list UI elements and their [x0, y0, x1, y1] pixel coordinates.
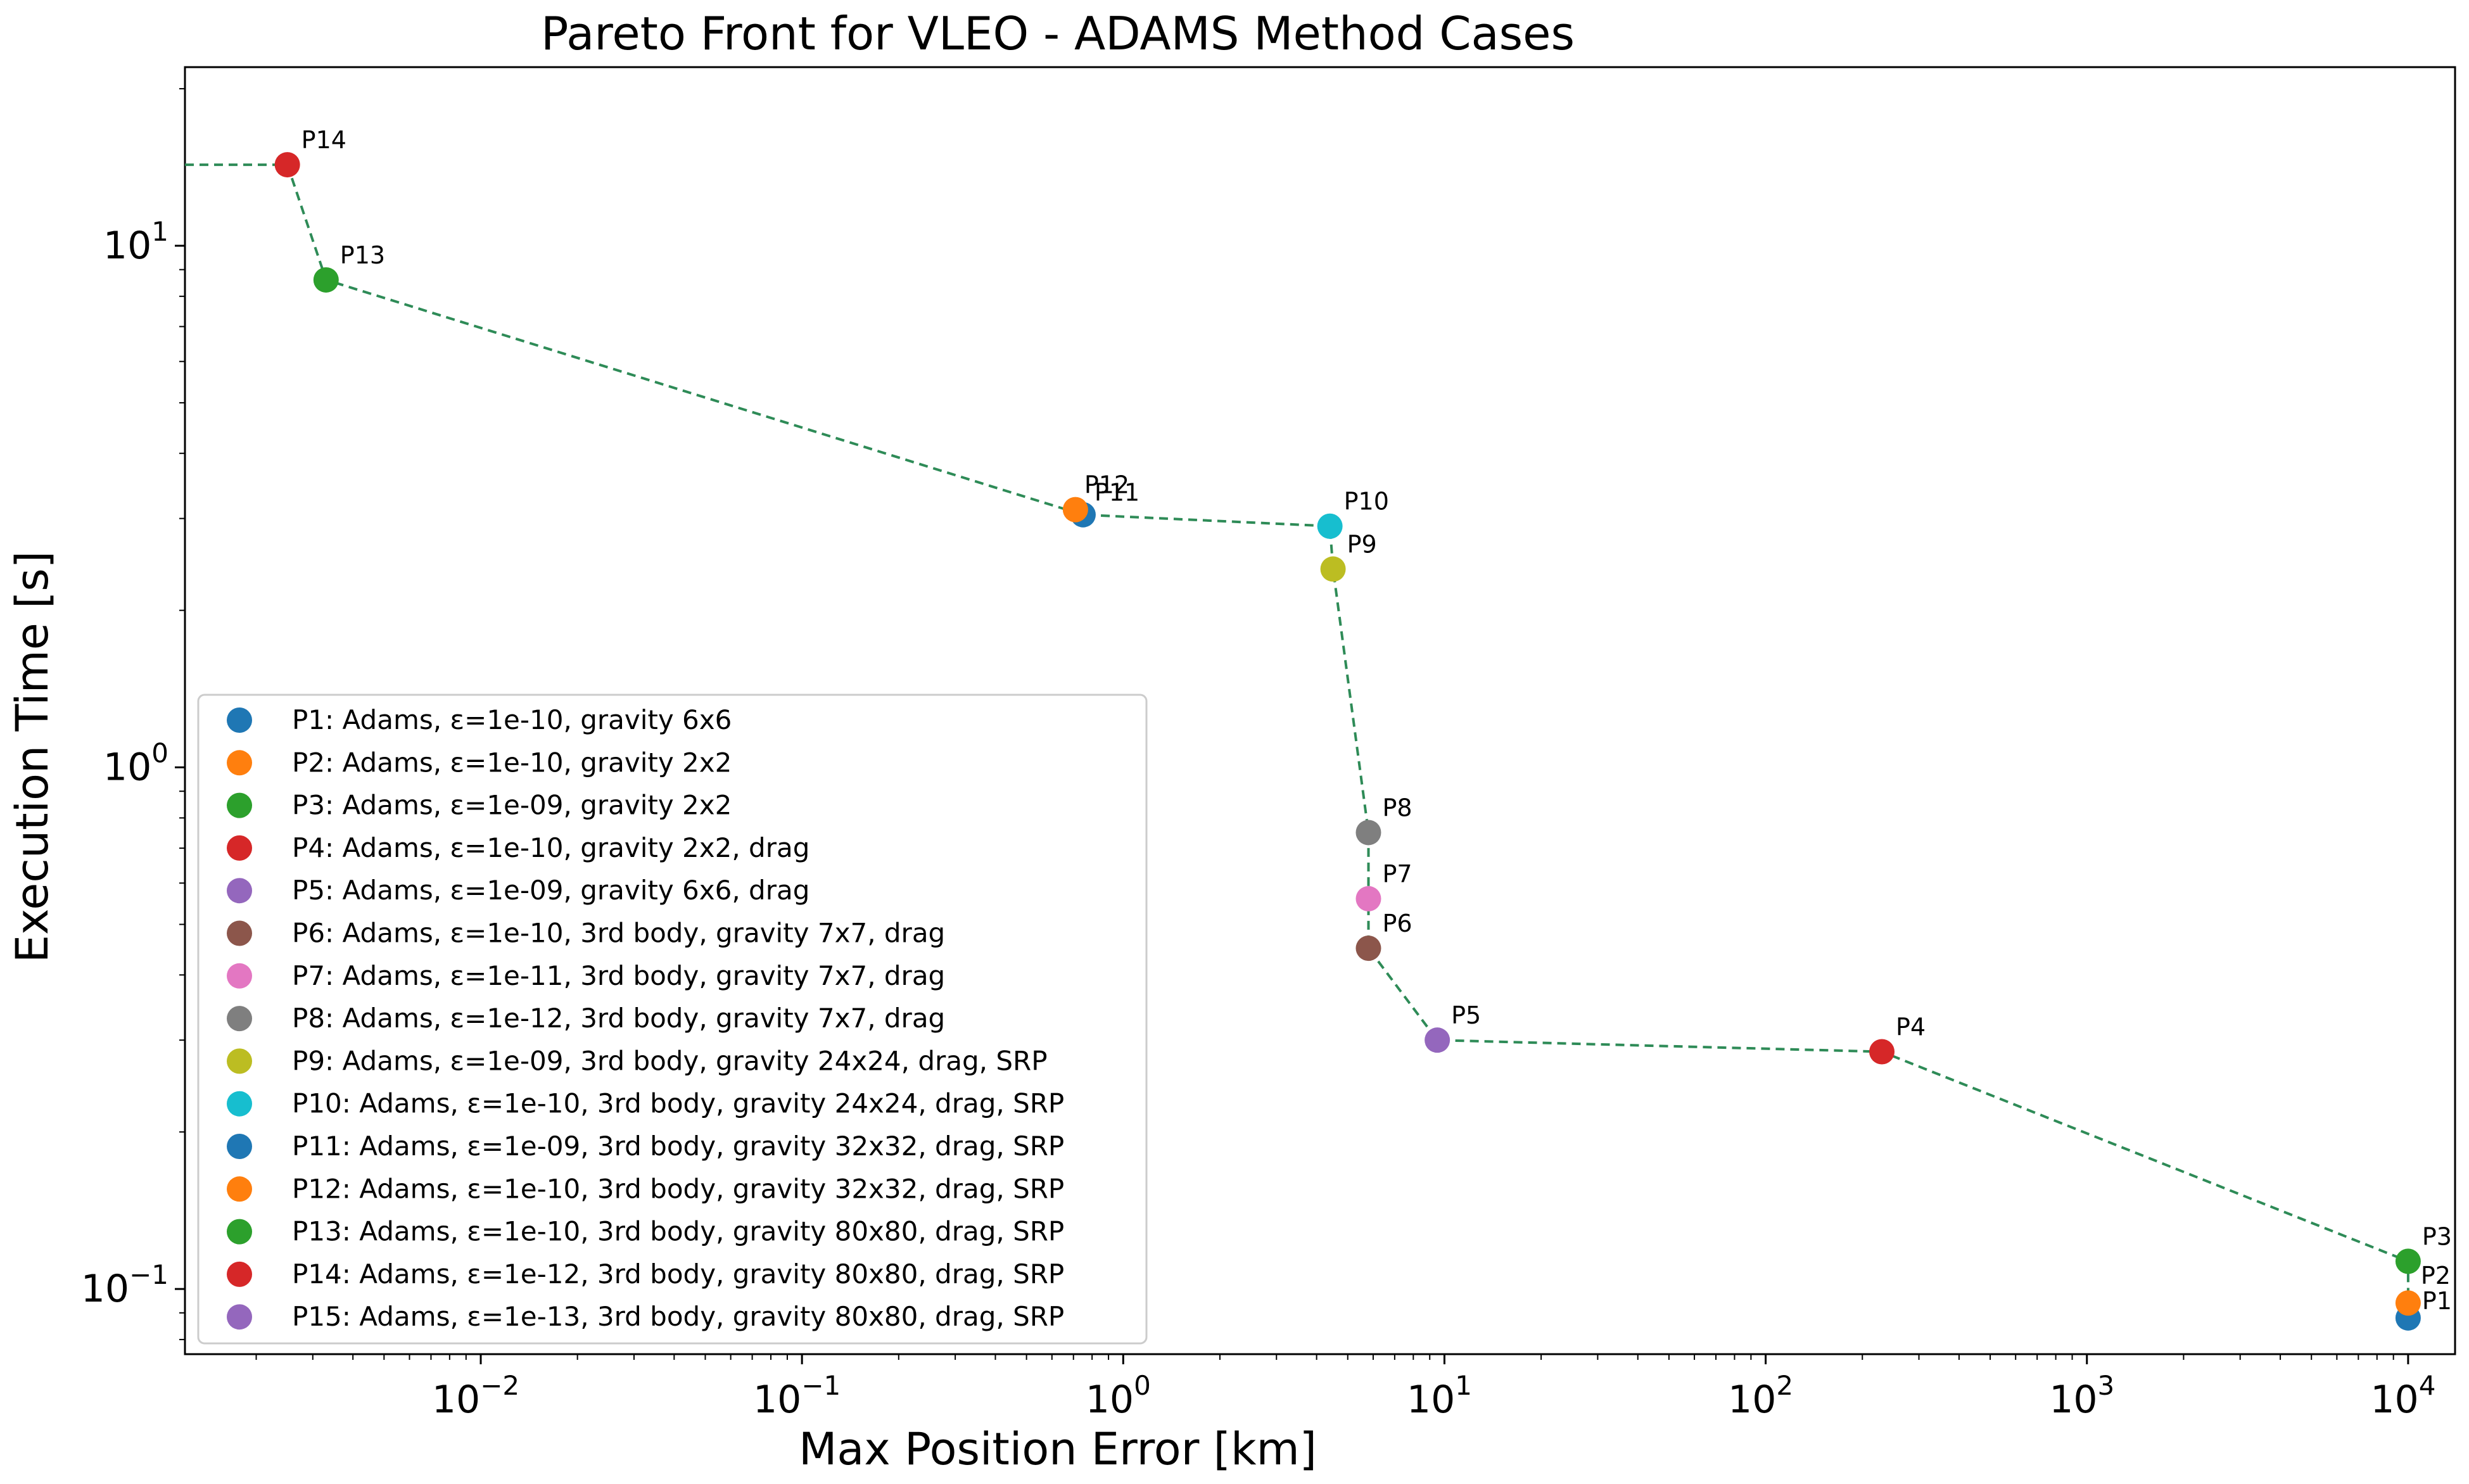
data-point-p9 [1320, 556, 1346, 582]
legend-entry-p11: P11: Adams, ε=1e-09, 3rd body, gravity 3… [292, 1131, 1064, 1162]
x-tick-exponent: −1 [801, 1370, 841, 1401]
legend-entry-p8: P8: Adams, ε=1e-12, 3rd body, gravity 7x… [292, 1003, 945, 1034]
point-label-p9: P9 [1347, 530, 1377, 558]
x-tick-base: 10 [1086, 1378, 1134, 1422]
point-label-p10: P10 [1344, 488, 1389, 516]
legend-entry-p1: P1: Adams, ε=1e-10, gravity 6x6 [292, 704, 732, 735]
legend-marker-p3 [227, 792, 252, 818]
legend-marker-p2 [227, 750, 252, 776]
y-axis-label: Execution Time [s] [6, 551, 58, 963]
plot-area: 10−2 10−1 100 101 102 103 10410−1100101P1P2P3P… [81, 66, 2456, 1422]
point-label-p1: P1 [2422, 1287, 2452, 1315]
legend-entry-p10: P10: Adams, ε=1e-10, 3rd body, gravity 2… [292, 1088, 1064, 1119]
y-tick-exponent: −1 [129, 1259, 168, 1290]
x-tick-label: 10−1 [753, 1370, 841, 1422]
point-label-p11: P11 [1095, 479, 1139, 507]
x-axis-label: Max Position Error [km] [799, 1423, 1317, 1475]
legend-marker-p9 [227, 1048, 252, 1074]
legend-entry-p2: P2: Adams, ε=1e-10, gravity 2x2 [292, 747, 732, 778]
data-point-p14 [274, 152, 300, 178]
legend-marker-p5 [227, 878, 252, 904]
x-tick-exponent: 3 [2098, 1370, 2115, 1401]
point-label-p6: P6 [1382, 910, 1412, 937]
x-tick-base: 10 [1407, 1378, 1455, 1422]
legend-entry-p15: P15: Adams, ε=1e-13, 3rd body, gravity 8… [292, 1301, 1064, 1332]
data-point-p7 [1355, 885, 1381, 911]
legend-marker-p14 [227, 1261, 252, 1287]
y-tick-exponent: 1 [151, 216, 168, 247]
x-tick-label: 102 [1728, 1370, 1793, 1422]
y-tick-base: 10 [103, 745, 151, 790]
point-label-p14: P14 [301, 126, 346, 154]
legend-box [197, 694, 1148, 1345]
legend-marker-p12 [227, 1176, 252, 1202]
legend-marker-p15 [227, 1304, 252, 1330]
x-tick-label: 100 [1086, 1370, 1151, 1422]
x-tick-exponent: 0 [1134, 1370, 1151, 1401]
legend-entry-p4: P4: Adams, ε=1e-10, gravity 2x2, drag [292, 832, 809, 863]
legend-entry-p12: P12: Adams, ε=1e-10, 3rd body, gravity 3… [292, 1173, 1064, 1204]
x-tick-base: 10 [753, 1378, 801, 1422]
point-label-p13: P13 [340, 241, 385, 269]
legend-entry-p5: P5: Adams, ε=1e-09, gravity 6x6, drag [292, 875, 809, 906]
legend-entry-p7: P7: Adams, ε=1e-11, 3rd body, gravity 7x… [292, 960, 945, 991]
point-label-p2: P2 [2421, 1262, 2451, 1290]
x-tick-label: 10−2 [432, 1370, 519, 1422]
y-tick-label: 101 [103, 216, 168, 268]
data-point-p2 [2395, 1290, 2421, 1316]
legend-marker-p4 [227, 835, 252, 861]
legend-marker-p6 [227, 920, 252, 946]
data-point-p13 [313, 267, 339, 293]
x-tick-label: 104 [2370, 1370, 2435, 1422]
point-label-p4: P4 [1896, 1013, 1926, 1041]
x-tick-exponent: 4 [2419, 1370, 2436, 1401]
data-point-p4 [1869, 1039, 1895, 1065]
data-point-p12 [1062, 497, 1088, 523]
point-label-p12: P12 [1084, 471, 1129, 499]
plot-frame [184, 66, 2456, 1355]
legend-marker-p11 [227, 1134, 252, 1159]
legend-entry-p14: P14: Adams, ε=1e-12, 3rd body, gravity 8… [292, 1259, 1064, 1290]
y-tick-label: 100 [103, 738, 168, 790]
x-tick-base: 10 [1728, 1378, 1776, 1422]
x-tick-exponent: 2 [1776, 1370, 1793, 1401]
legend-entry-p13: P13: Adams, ε=1e-10, 3rd body, gravity 8… [292, 1216, 1064, 1247]
legend-marker-p13 [227, 1219, 252, 1245]
legend-marker-p1 [227, 707, 252, 733]
x-tick-label: 103 [2049, 1370, 2114, 1422]
legend-marker-p10 [227, 1091, 252, 1117]
pareto-front-line [185, 163, 2409, 1318]
x-tick-exponent: 1 [1455, 1370, 1472, 1401]
data-point-p10 [1317, 513, 1343, 539]
x-tick-base: 10 [2370, 1378, 2418, 1422]
data-point-p8 [1355, 820, 1381, 846]
legend-entry-p9: P9: Adams, ε=1e-09, 3rd body, gravity 24… [292, 1045, 1048, 1076]
x-tick-exponent: −2 [480, 1370, 519, 1401]
legend-entry-p3: P3: Adams, ε=1e-09, gravity 2x2 [292, 790, 732, 821]
point-label-p5: P5 [1451, 1001, 1481, 1029]
legend-entry-p6: P6: Adams, ε=1e-10, 3rd body, gravity 7x… [292, 918, 945, 949]
legend-marker-p7 [227, 963, 252, 989]
y-tick-exponent: 0 [151, 738, 168, 769]
data-point-p5 [1425, 1027, 1450, 1053]
point-label-p8: P8 [1382, 794, 1412, 821]
chart-title: Pareto Front for VLEO - ADAMS Method Cas… [541, 7, 1575, 60]
data-point-p3 [2395, 1248, 2421, 1274]
point-label-p3: P3 [2422, 1222, 2452, 1250]
y-tick-base: 10 [103, 224, 151, 268]
legend-marker-p8 [227, 1006, 252, 1032]
x-tick-base: 10 [432, 1378, 480, 1422]
data-point-p6 [1355, 935, 1381, 961]
x-tick-label: 101 [1407, 1370, 1472, 1422]
y-tick-base: 10 [81, 1267, 129, 1311]
y-tick-label: 10−1 [81, 1259, 168, 1311]
legend: P1: Adams, ε=1e-10, gravity 6x6 P2: Adams… [197, 694, 1148, 1345]
x-tick-base: 10 [2049, 1378, 2097, 1422]
point-label-p7: P7 [1382, 860, 1412, 888]
